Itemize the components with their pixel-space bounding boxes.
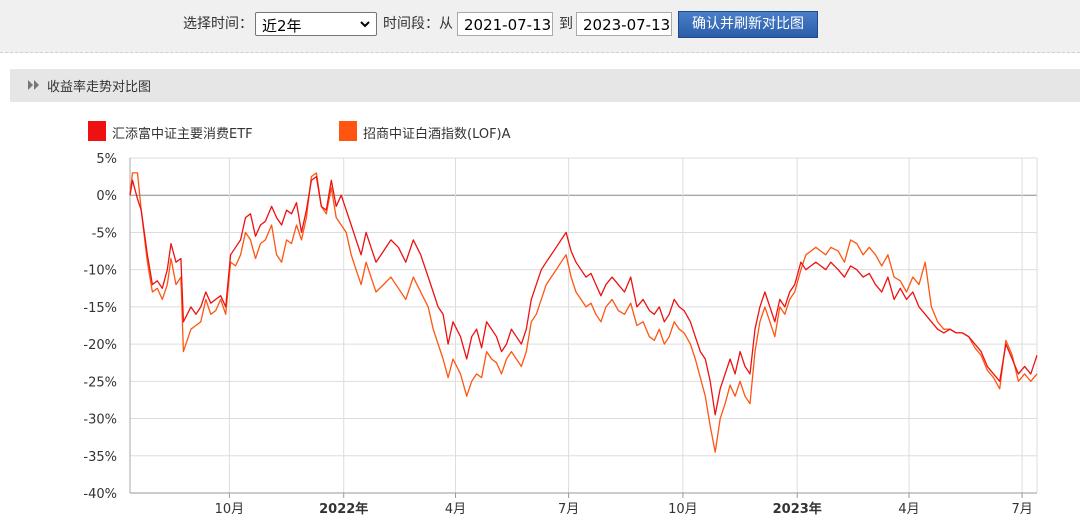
return-comparison-chart: 5% 0% -5% -10% -15% -20% -25% -30% -35% -40% 10月 20… [83, 152, 1038, 517]
confirm-refresh-button[interactable]: 确认并刷新对比图 [678, 11, 818, 38]
x-tick-label: 4月 [445, 502, 466, 517]
x-tick-label: 10月 [668, 502, 698, 517]
time-label: 选择时间： [183, 16, 253, 32]
x-tick-label: 10月 [215, 502, 245, 517]
double-chevron-right-icon [28, 80, 39, 90]
section-title: 收益率走势对比图 [47, 80, 152, 95]
y-tick-label: -25% [83, 375, 117, 390]
y-tick-label: -35% [83, 450, 117, 465]
series-line-1 [129, 175, 1038, 416]
section-header: 收益率走势对比图 [10, 69, 1080, 102]
x-tick-label: 7月 [1011, 502, 1032, 517]
start-date-input[interactable] [457, 12, 553, 36]
legend-swatch-series2 [339, 121, 357, 141]
period-select[interactable]: 近2年 [255, 12, 377, 36]
segment-label: 时间段：从 [383, 16, 453, 32]
y-tick-label: -40% [83, 487, 117, 502]
x-tick-label: 7月 [558, 502, 579, 517]
x-tick-label: 2023年 [773, 501, 822, 517]
y-tick-label: -30% [83, 413, 117, 428]
period-select-value: 近2年 [262, 17, 302, 35]
legend-label-series2: 招商中证白酒指数(LOF)A [363, 127, 511, 142]
y-tick-label: -10% [83, 264, 117, 279]
y-tick-label: -5% [92, 226, 117, 241]
y-tick-label: 0% [96, 189, 117, 204]
to-label: 到 [559, 16, 573, 32]
x-tick-label: 4月 [898, 502, 919, 517]
y-tick-label: -15% [83, 301, 117, 316]
filter-bar: 选择时间： 近2年 时间段：从 到 确认并刷新对比图 [0, 0, 1080, 53]
x-tick-label: 2022年 [319, 501, 368, 517]
legend-label-series1: 汇添富中证主要消费ETF [112, 127, 253, 142]
series-line-2 [129, 172, 1038, 453]
y-tick-label: 5% [96, 152, 117, 167]
chevron-down-icon [360, 21, 370, 28]
y-tick-label: -20% [83, 338, 117, 353]
legend-swatch-series1 [88, 121, 106, 141]
end-date-input[interactable] [576, 12, 672, 36]
